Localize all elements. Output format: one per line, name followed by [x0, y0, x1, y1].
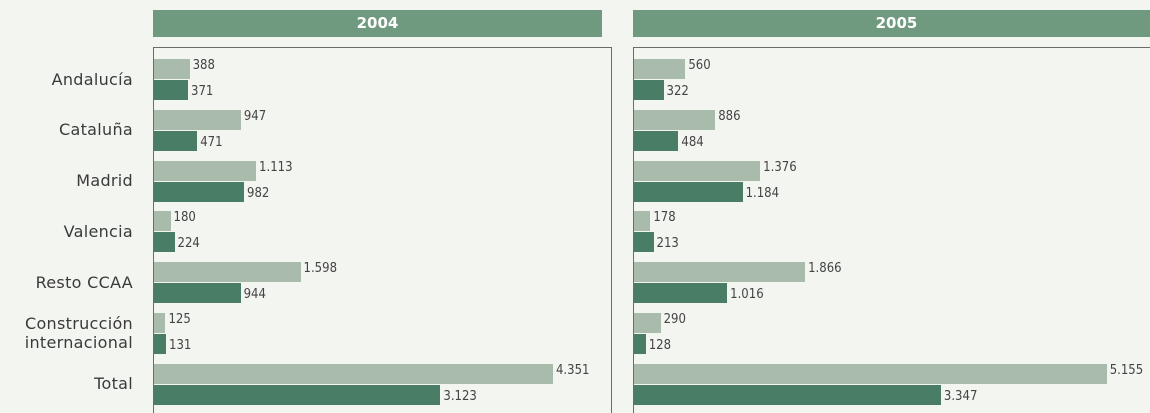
value-label: 125: [168, 312, 191, 327]
category-label: Cataluña: [59, 120, 133, 140]
bar: [154, 80, 189, 100]
value-label: 3.123: [443, 388, 477, 404]
value-label: 1.184: [745, 185, 780, 201]
value-label: 371: [191, 84, 214, 99]
bar: [634, 363, 1107, 384]
value-label: 322: [666, 84, 689, 99]
panel-header: 2004: [153, 10, 602, 37]
value-label: 224: [177, 236, 200, 252]
bar: [634, 232, 654, 253]
bar: [154, 109, 241, 130]
panel-frame: [633, 47, 1150, 413]
bar: [634, 211, 651, 232]
bar: [634, 109, 716, 130]
bar: [634, 313, 661, 333]
value-label: 1.866: [808, 261, 842, 277]
value-label: 388: [192, 58, 215, 73]
value-label: 180: [173, 210, 196, 226]
bar: [634, 160, 761, 181]
bar: [634, 384, 941, 405]
category-label: Valencia: [63, 221, 133, 241]
value-label: 484: [681, 134, 704, 150]
bar: [154, 59, 190, 79]
value-label: 982: [247, 185, 270, 201]
value-label: 3.347: [943, 388, 978, 404]
bar: [154, 363, 553, 384]
bar: [634, 59, 686, 79]
value-label: 1.016: [730, 287, 764, 303]
value-label: 886: [718, 108, 741, 124]
bar: [154, 181, 245, 202]
value-label: 290: [663, 312, 686, 327]
panel-frame: [153, 47, 612, 413]
value-label: 1.598: [303, 261, 338, 277]
bar: [154, 313, 166, 333]
value-label: 131: [169, 338, 192, 353]
bar: [154, 232, 175, 253]
bar: [154, 130, 198, 151]
value-label: 128: [648, 338, 672, 353]
bar: [634, 334, 646, 354]
value-label: 1.376: [763, 159, 797, 175]
category-label: Madrid: [76, 171, 133, 191]
bar: [154, 262, 301, 283]
category-label: Construcción internacional: [24, 314, 133, 352]
value-label: 5.155: [1109, 362, 1144, 378]
bar: [634, 80, 664, 100]
bar: [634, 181, 743, 202]
panel-header: 2005: [633, 10, 1150, 37]
bar: [634, 262, 806, 283]
bar: [154, 160, 257, 181]
bar: [154, 283, 241, 304]
bar: [634, 130, 679, 151]
category-label: Andalucía: [51, 69, 133, 89]
category-label: Total: [94, 374, 133, 394]
value-label: 213: [656, 236, 679, 252]
bar: [154, 211, 171, 232]
value-label: 560: [688, 58, 711, 73]
bar: [154, 334, 166, 354]
value-label: 947: [243, 108, 267, 124]
bar: [634, 283, 728, 304]
bar: [154, 384, 441, 405]
value-label: 178: [653, 210, 676, 226]
value-label: 4.351: [555, 362, 590, 378]
category-label: Resto CCAA: [35, 272, 133, 292]
value-label: 471: [200, 134, 223, 150]
value-label: 944: [243, 287, 266, 303]
value-label: 1.113: [259, 159, 293, 175]
